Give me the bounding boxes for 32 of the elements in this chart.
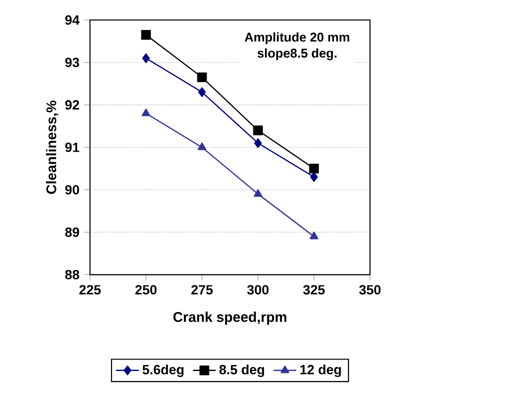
y-tick-label: 90 (65, 185, 80, 194)
x-tick-label: 225 (79, 285, 101, 295)
point (197, 72, 207, 82)
point (142, 53, 150, 64)
point (254, 138, 262, 148)
y-tick-label: 89 (65, 228, 80, 237)
x-tick-label: 300 (247, 285, 269, 295)
point (141, 30, 151, 40)
legend-label: 5.6deg (142, 364, 184, 378)
point (254, 189, 262, 197)
y-tick-label: 92 (65, 100, 80, 110)
x-axis-title: Crank speed,rpm (173, 312, 286, 325)
annotation: slope8.5 deg. (258, 48, 336, 60)
legend-label: 8.5 deg (219, 364, 264, 378)
point (253, 125, 263, 136)
legend-label: 12 deg (300, 364, 341, 378)
y-tick-label: 93 (65, 58, 80, 68)
x-tick-label: 250 (135, 285, 157, 295)
x-tick-label: 325 (303, 285, 325, 295)
y-tick-label: 91 (65, 142, 80, 152)
point (310, 172, 318, 182)
point (309, 164, 319, 174)
y-tick-label: 94 (65, 15, 80, 25)
x-tick-label: 350 (359, 285, 381, 295)
point (142, 108, 150, 116)
y-axis-title: Cleanliness,% (46, 100, 58, 194)
point (198, 87, 206, 98)
x-tick-label: 275 (191, 285, 213, 295)
annotation: Amplitude 20 mm (244, 32, 350, 44)
y-tick-label: 88 (65, 270, 80, 280)
point (198, 142, 206, 150)
point (310, 232, 318, 240)
